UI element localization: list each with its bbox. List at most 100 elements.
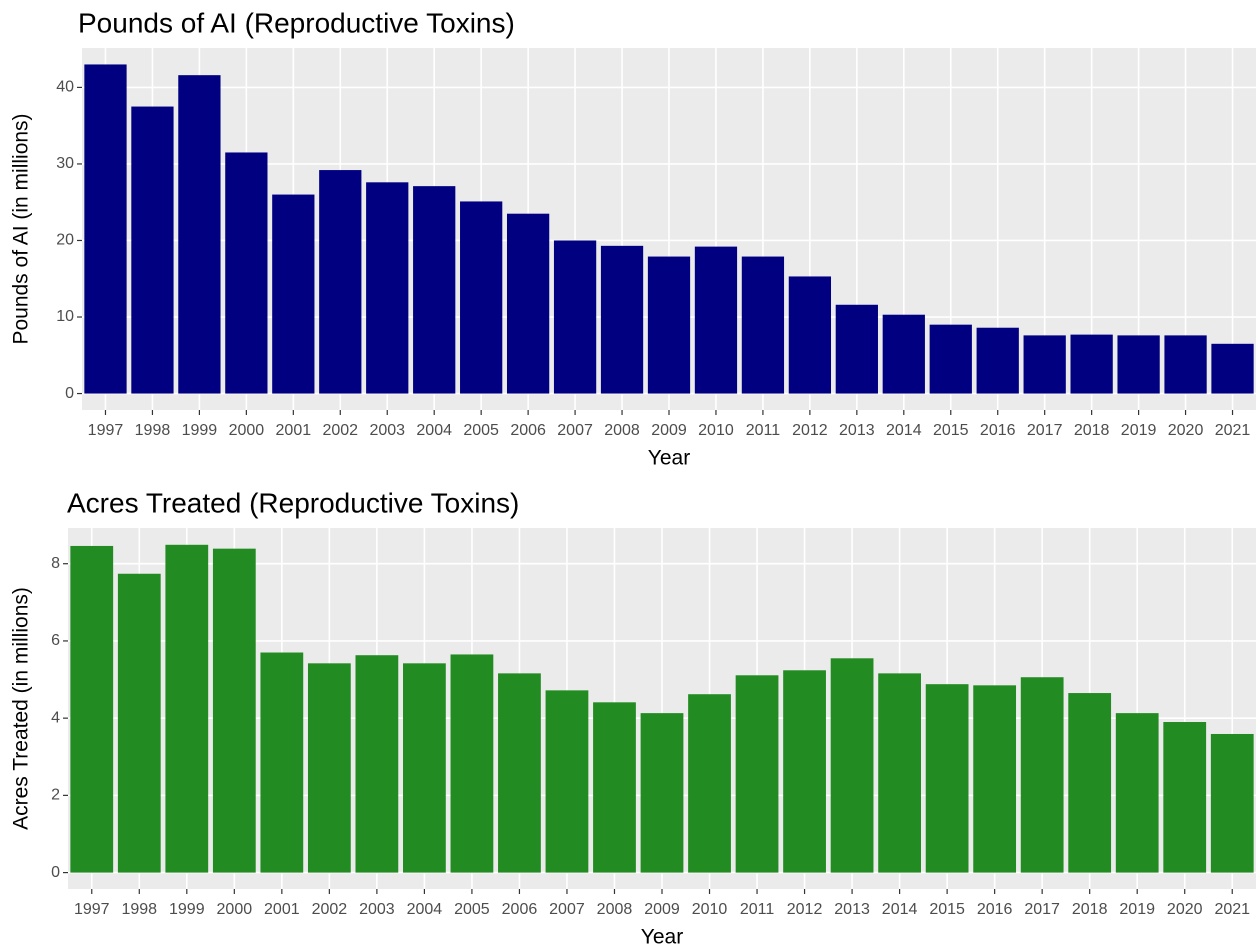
bar: [553, 240, 597, 394]
bar: [117, 573, 161, 873]
chart-title: Pounds of AI (Reproductive Toxins): [78, 7, 515, 38]
bar: [694, 246, 738, 394]
bar: [647, 256, 691, 394]
x-tick-label: 2021: [1214, 901, 1250, 918]
x-tick-label: 2008: [597, 901, 633, 918]
x-tick-label: 2007: [549, 901, 585, 918]
x-tick-label: 2019: [1121, 422, 1157, 439]
x-tick-label: 2014: [886, 422, 922, 439]
x-tick-label: 2014: [882, 901, 918, 918]
y-tick-label: 20: [56, 232, 74, 249]
bar: [600, 245, 644, 394]
x-tick-label: 2004: [416, 422, 452, 439]
bar: [835, 304, 878, 394]
x-tick-label: 2015: [933, 422, 969, 439]
bar: [355, 655, 399, 873]
bar: [1023, 335, 1066, 394]
bar: [688, 694, 731, 873]
x-tick-label: 2000: [229, 422, 265, 439]
bar: [976, 327, 1019, 394]
x-tick-label: 2001: [264, 901, 300, 918]
bar: [878, 673, 921, 873]
bar: [272, 194, 315, 394]
x-tick-label: 2019: [1119, 901, 1155, 918]
bar: [1020, 677, 1064, 873]
bar: [413, 186, 456, 394]
x-tick-label: 2003: [359, 901, 395, 918]
bar: [460, 201, 503, 394]
x-tick-label: 2002: [312, 901, 348, 918]
x-tick-label: 2006: [502, 901, 538, 918]
bar: [545, 690, 589, 873]
x-tick-label: 2015: [929, 901, 965, 918]
y-tick-label: 6: [51, 632, 60, 649]
x-tick-label: 1998: [121, 901, 157, 918]
bar: [1210, 733, 1254, 873]
bar: [929, 324, 972, 394]
x-tick-label: 2011: [740, 901, 775, 918]
bar: [260, 652, 304, 873]
bar: [640, 713, 684, 873]
bar: [450, 654, 494, 873]
x-tick-label: 2013: [839, 422, 875, 439]
x-tick-label: 2006: [510, 422, 546, 439]
y-tick-label: 4: [51, 709, 60, 726]
bar: [1163, 722, 1207, 873]
bar: [1115, 713, 1159, 873]
bar: [70, 545, 114, 873]
x-tick-label: 2007: [557, 422, 593, 439]
bar: [498, 673, 541, 873]
bar: [1117, 335, 1160, 394]
bar: [593, 702, 636, 873]
bar: [1070, 334, 1113, 394]
x-tick-label: 2005: [463, 422, 499, 439]
bar: [131, 106, 174, 394]
x-tick-label: 2013: [834, 901, 870, 918]
x-tick-label: 2017: [1024, 901, 1060, 918]
y-tick-label: 8: [51, 555, 60, 572]
bar: [403, 663, 446, 873]
bar: [830, 658, 874, 873]
bar: [741, 256, 785, 394]
x-tick-label: 2002: [322, 422, 358, 439]
chart-title: Acres Treated (Reproductive Toxins): [67, 487, 519, 518]
y-tick-label: 10: [56, 308, 74, 325]
x-tick-label: 2009: [651, 422, 687, 439]
x-tick-label: 2020: [1168, 422, 1204, 439]
y-tick-label: 2: [51, 787, 60, 804]
x-tick-label: 2011: [746, 422, 781, 439]
bar: [307, 663, 351, 873]
y-tick-label: 30: [56, 155, 74, 172]
x-tick-label: 2005: [454, 901, 490, 918]
bar: [366, 182, 409, 394]
x-tick-label: 1999: [169, 901, 205, 918]
x-tick-label: 2017: [1027, 422, 1063, 439]
x-tick-label: 2010: [692, 901, 728, 918]
y-axis-title: Pounds of AI (in millions): [10, 113, 33, 344]
bar: [165, 544, 209, 873]
x-axis-title: Year: [641, 926, 683, 948]
bar: [783, 670, 826, 873]
bar: [973, 685, 1017, 873]
x-tick-label: 2004: [407, 901, 443, 918]
x-tick-label: 2009: [644, 901, 680, 918]
bar: [882, 314, 925, 394]
bar: [84, 64, 127, 394]
x-tick-label: 1997: [74, 901, 110, 918]
x-tick-label: 2016: [980, 422, 1016, 439]
bar: [225, 152, 268, 394]
x-tick-label: 2018: [1074, 422, 1110, 439]
x-tick-label: 1998: [135, 422, 171, 439]
bar: [1211, 343, 1254, 394]
x-tick-label: 2016: [977, 901, 1013, 918]
x-tick-label: 2003: [369, 422, 405, 439]
x-tick-label: 2010: [698, 422, 734, 439]
bar: [212, 548, 256, 873]
bar: [925, 684, 969, 873]
x-tick-label: 2000: [217, 901, 253, 918]
x-axis-title: Year: [648, 447, 690, 470]
bar: [506, 213, 550, 394]
y-tick-label: 40: [56, 79, 74, 96]
x-tick-label: 2021: [1215, 422, 1251, 439]
bar: [788, 276, 832, 394]
